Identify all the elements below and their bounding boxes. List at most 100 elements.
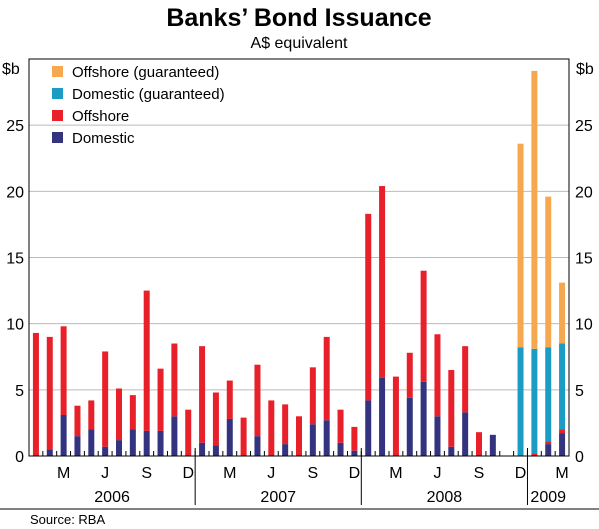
bar-domestic-2007-12 — [351, 450, 358, 456]
y-tick-label-left: 0 — [15, 449, 24, 466]
bar-domestic-guaranteed-2008-12 — [517, 347, 524, 456]
bar-offshore-2006-04 — [74, 405, 81, 437]
bar-offshore-2006-12 — [185, 409, 192, 456]
bar-offshore-2007-10 — [323, 336, 330, 421]
bar-offshore-guaranteed-2009-02 — [545, 196, 552, 348]
bar-offshore-2007-08 — [296, 416, 302, 456]
y-tick-label-right: 15 — [575, 251, 593, 268]
chart-subtitle: A$ equivalent — [251, 35, 349, 52]
bar-offshore-2006-07 — [116, 388, 122, 441]
bar-domestic-2007-10 — [323, 420, 330, 456]
bar-offshore-2006-09 — [143, 290, 150, 431]
legend-label: Domestic — [72, 130, 135, 147]
bar-domestic-2008-06 — [434, 416, 441, 456]
bar-offshore-2008-08 — [462, 346, 469, 413]
y-unit-right: $b — [576, 61, 594, 78]
y-tick-label-right: 20 — [575, 184, 593, 201]
bar-offshore-2009-02 — [545, 441, 552, 445]
legend-swatch — [52, 66, 63, 77]
x-tick-label-2007-12: D — [349, 465, 361, 482]
x-tick-label-2006-06: J — [101, 465, 109, 482]
bar-offshore-2009-01 — [531, 453, 538, 456]
bar-domestic-2006-08 — [129, 429, 136, 456]
bar-domestic-2006-02 — [46, 449, 53, 456]
bar-domestic-2008-08 — [462, 412, 469, 456]
legend-swatch — [52, 110, 63, 121]
bar-domestic-guaranteed-2009-01 — [531, 348, 538, 454]
x-tick-label-2008-03: M — [389, 465, 402, 482]
bar-offshore-2006-10 — [157, 368, 164, 431]
y-tick-label-right: 25 — [575, 118, 593, 135]
bar-domestic-2006-11 — [171, 416, 178, 456]
bar-offshore-2007-01 — [199, 346, 206, 443]
year-label-2008: 2008 — [427, 489, 463, 506]
legend-swatch — [52, 132, 63, 143]
bar-domestic-guaranteed-2009-02 — [545, 347, 552, 442]
bar-domestic-guaranteed-2009-03 — [559, 343, 566, 430]
legend-label: Domestic (guaranteed) — [72, 86, 225, 103]
bar-domestic-2006-04 — [74, 436, 81, 456]
bar-offshore-2008-05 — [420, 270, 427, 382]
x-tick-label-2006-12: D — [182, 465, 194, 482]
year-label-2009: 2009 — [530, 489, 566, 506]
bar-offshore-2007-04 — [240, 417, 247, 456]
x-tick-label-2008-09: S — [474, 465, 485, 482]
bar-offshore-2007-06 — [268, 400, 275, 456]
bar-domestic-2008-07 — [448, 446, 455, 456]
year-label-2007: 2007 — [260, 489, 296, 506]
legend-label: Offshore (guaranteed) — [72, 64, 219, 81]
bar-domestic-2009-02 — [545, 444, 552, 456]
bar-domestic-2007-02 — [212, 445, 219, 456]
bar-domestic-2007-09 — [309, 424, 316, 456]
x-tick-label-2006-09: S — [141, 465, 152, 482]
y-tick-label-right: 5 — [575, 383, 584, 400]
bar-offshore-2007-03 — [226, 380, 233, 419]
bar-domestic-2008-02 — [379, 377, 386, 456]
x-tick-label-2009-03: M — [555, 465, 568, 482]
bar-offshore-2008-09 — [476, 432, 482, 456]
y-tick-label-left: 25 — [6, 118, 24, 135]
bar-offshore-2009-03 — [559, 429, 566, 434]
y-unit-left: $b — [2, 61, 20, 78]
bar-offshore-2007-02 — [212, 392, 219, 446]
year-label-2006: 2006 — [94, 489, 130, 506]
bar-domestic-2007-07 — [282, 444, 289, 456]
bar-domestic-2007-01 — [199, 442, 206, 456]
gridlines — [29, 124, 569, 391]
bar-offshore-2006-01 — [32, 332, 39, 456]
bar-domestic-2008-10 — [489, 434, 496, 456]
bar-offshore-2006-05 — [88, 400, 95, 430]
bar-domestic-2008-01 — [365, 400, 372, 456]
bar-domestic-2007-05 — [254, 436, 261, 456]
x-tick-label-2007-03: M — [223, 465, 236, 482]
bar-offshore-2007-12 — [351, 426, 358, 451]
bar-offshore-2007-11 — [337, 409, 344, 443]
bar-offshore-2006-11 — [171, 343, 178, 417]
legend-label: Offshore — [72, 108, 129, 125]
bar-domestic-2006-03 — [60, 414, 67, 456]
source-note: Source: RBA — [30, 512, 105, 527]
bar-domestic-2008-04 — [406, 397, 413, 456]
bar-domestic-2006-07 — [116, 440, 122, 456]
bar-offshore-2007-09 — [309, 367, 316, 425]
bar-offshore-2006-03 — [60, 326, 67, 415]
y-tick-label-right: 0 — [575, 449, 584, 466]
y-tick-labels: 0 0 5 5 10 10 15 15 20 20 25 25 — [6, 118, 593, 466]
y-tick-label-left: 20 — [6, 184, 24, 201]
bar-offshore-2008-07 — [448, 369, 455, 447]
x-tick-label-2007-06: J — [267, 465, 275, 482]
plot-frame — [28, 58, 570, 457]
chart-title: Banks’ Bond Issuance — [166, 4, 431, 32]
bar-offshore-2006-02 — [46, 336, 53, 450]
x-tick-marks: M J S D M J S D M J S D M 2006 2007 2008 2009 — [42, 448, 569, 506]
bar-domestic-2009-03 — [559, 433, 566, 456]
y-tick-label-left: 10 — [6, 317, 24, 334]
bar-domestic-2008-05 — [420, 381, 427, 456]
bar-offshore-2006-08 — [129, 395, 136, 430]
x-tick-label-2008-12: D — [515, 465, 527, 482]
x-tick-label-2007-09: S — [308, 465, 319, 482]
bar-offshore-2006-06 — [102, 351, 109, 447]
bar-offshore-2007-05 — [254, 364, 261, 437]
bar-domestic-2006-05 — [88, 429, 95, 456]
